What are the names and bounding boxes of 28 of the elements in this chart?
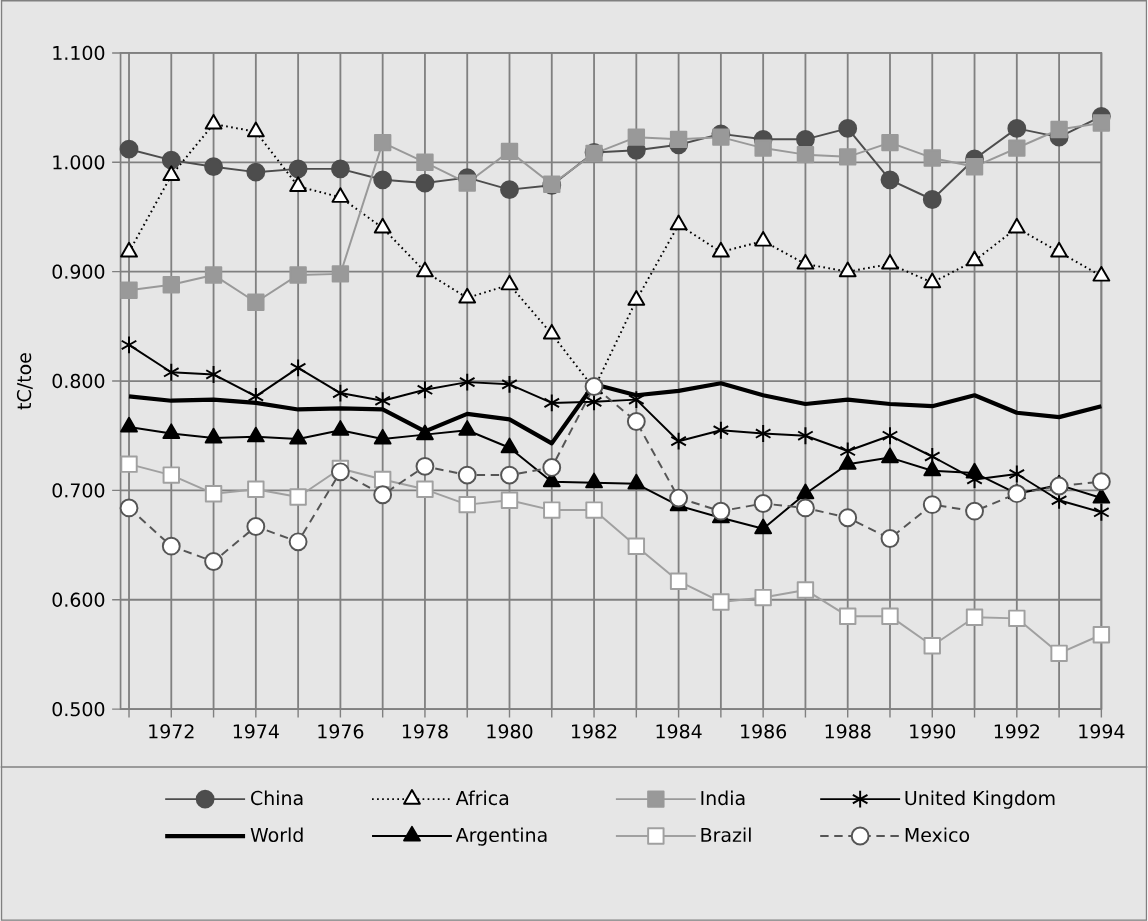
legend-label: Mexico [905,827,970,843]
legend-label: Brazil [701,827,751,843]
x-tick-label: 1972 [149,724,194,739]
legend-label: Africa [455,790,509,806]
y-tick-label: 0.700 [52,483,105,498]
y-tick-label: 0.500 [52,702,105,717]
x-tick-label: 1974 [233,724,279,739]
y-tick-label: 0.900 [52,264,105,279]
legend-label: India [701,790,745,806]
y-tick-label: 0.600 [52,592,105,607]
y-tick-label: 0.800 [52,373,105,389]
x-tick-label: 1990 [910,724,956,739]
y-tick-label: 1.100 [53,45,105,61]
x-tick-label: 1980 [487,724,533,739]
x-tick-label: 1982 [572,724,617,739]
x-tick-label: 1984 [656,724,702,739]
x-tick-label: 1992 [994,724,1040,739]
legend-label: Argentina [455,827,547,846]
y-tick-label: 1.000 [53,155,105,170]
x-tick-label: 1986 [741,724,787,739]
x-tick-label: 1988 [825,724,871,739]
legend-label: World [250,827,303,843]
y-axis-title: tC/toe [16,353,33,410]
legend-label: United Kingdom [905,790,1055,809]
legend-label: China [251,790,303,806]
x-tick-label: 1978 [402,724,448,739]
x-tick-label: 1976 [318,724,364,739]
x-tick-label: 1994 [1079,724,1125,739]
